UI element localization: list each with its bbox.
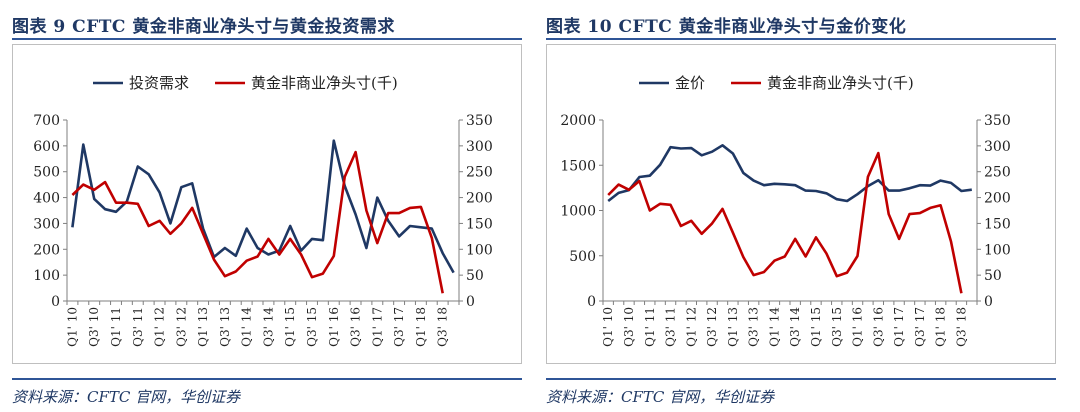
x-tick-label: Q1' 14	[240, 307, 254, 347]
legend-label: 黄金非商业净头寸(千)	[251, 74, 398, 92]
x-tick-label: Q3' 13	[218, 307, 232, 347]
figure-10-panel: 图表 10 CFTC 黄金非商业净头寸与金价变化 0 500 1000 1500 200…	[546, 0, 1056, 412]
x-tick-label: Q3' 18	[954, 307, 968, 347]
y-tick-label-right: 0	[466, 294, 475, 310]
x-tick-label: Q3' 10	[622, 307, 636, 347]
x-tick-label: Q1' 18	[414, 307, 428, 347]
x-tick-label: Q3' 16	[871, 307, 885, 347]
y-tick-label-right: 50	[466, 268, 484, 284]
y-tick-label-right: 100	[984, 242, 1011, 258]
title-rule	[546, 38, 1056, 40]
y-tick-label-left: 0	[587, 294, 596, 310]
legend-label: 金价	[675, 74, 705, 92]
series-line	[71, 150, 444, 294]
y-tick-label-right: 200	[466, 191, 493, 207]
y-tick-label-right: 350	[984, 113, 1011, 129]
x-tick-label: Q1' 12	[153, 307, 167, 347]
y-tick-label-left: 500	[569, 249, 596, 265]
y-tick-label-right: 200	[984, 191, 1011, 207]
y-tick-label-right: 150	[984, 216, 1011, 232]
y-tick-label-right: 250	[466, 165, 493, 181]
x-tick-label: Q3' 17	[392, 307, 406, 347]
x-tick-label: Q1' 10	[601, 307, 615, 347]
y-tick-label-left: 1000	[560, 204, 596, 220]
y-tick-label-left: 1500	[560, 158, 596, 174]
source-note: 资料来源：CFTC 官网，华创证券	[12, 388, 241, 406]
figure-title: 图表 9 CFTC 黄金非商业净头寸与黄金投资需求	[12, 17, 395, 37]
x-tick-label: Q3' 15	[305, 307, 319, 347]
x-tick-label: Q3' 11	[664, 307, 678, 347]
x-tick-label: Q1' 13	[196, 307, 210, 347]
legend-label: 黄金非商业净头寸(千)	[767, 74, 914, 92]
y-tick-label-left: 100	[33, 268, 60, 284]
y-tick-label-right: 250	[984, 165, 1011, 181]
x-tick-label: Q1' 11	[109, 307, 123, 347]
x-tick-label: Q3' 12	[705, 307, 719, 347]
x-tick-label: Q1' 16	[851, 307, 865, 347]
legend-label: 投资需求	[129, 74, 189, 92]
y-tick-label-left: 700	[33, 113, 60, 129]
chart-box: 0 500 1000 1500 2000 0 50 100 150 200 250 300 350 Q1'…	[546, 44, 1056, 364]
x-tick-label: Q3' 18	[436, 307, 450, 347]
x-tick-label: Q1' 15	[283, 307, 297, 347]
source-note: 资料来源：CFTC 官网，华创证券	[546, 388, 775, 406]
x-tick-label: Q1' 15	[809, 307, 823, 347]
x-tick-label: Q1' 18	[934, 307, 948, 347]
x-tick-label: Q3' 14	[788, 307, 802, 347]
series-line	[71, 139, 455, 274]
x-tick-label: Q3' 12	[174, 307, 188, 347]
y-tick-label-left: 2000	[560, 113, 596, 129]
x-tick-label: Q1' 14	[767, 307, 781, 347]
series-line	[607, 144, 972, 203]
chart-box: 0 100 200 300 400 500 600 700 0 50 100 150 200 250 300…	[12, 44, 522, 364]
y-tick-label-right: 300	[984, 139, 1011, 155]
x-tick-label: Q3' 11	[131, 307, 145, 347]
x-tick-label: Q3' 13	[747, 307, 761, 347]
x-tick-label: Q1' 10	[65, 307, 79, 347]
y-tick-label-right: 100	[466, 242, 493, 258]
series-line	[607, 151, 963, 294]
y-tick-label-right: 350	[466, 113, 493, 129]
x-tick-label: Q1' 17	[892, 307, 906, 347]
source-rule	[12, 378, 522, 380]
y-tick-label-left: 600	[33, 139, 60, 155]
x-tick-label: Q1' 11	[643, 307, 657, 347]
y-tick-label-left: 500	[33, 165, 60, 181]
x-tick-label: Q3' 16	[349, 307, 363, 347]
source-rule	[546, 378, 1056, 380]
x-tick-label: Q1' 17	[370, 307, 384, 347]
y-tick-label-left: 300	[33, 216, 60, 232]
title-rule	[12, 38, 522, 40]
x-tick-label: Q3' 17	[913, 307, 927, 347]
y-tick-label-left: 400	[33, 191, 60, 207]
chart-investment-demand: 0 100 200 300 400 500 600 700 0 50 100 150 200 250 300…	[33, 74, 493, 347]
y-tick-label-right: 0	[984, 294, 993, 310]
x-tick-label: Q3' 15	[830, 307, 844, 347]
x-tick-label: Q3' 14	[261, 307, 275, 347]
figure-title: 图表 10 CFTC 黄金非商业净头寸与金价变化	[546, 17, 907, 37]
x-tick-label: Q1' 12	[684, 307, 698, 347]
x-tick-label: Q3' 10	[87, 307, 101, 347]
y-tick-label-left: 200	[33, 242, 60, 258]
x-tick-label: Q1' 13	[726, 307, 740, 347]
x-tick-label: Q1' 16	[327, 307, 341, 347]
y-tick-label-right: 50	[984, 268, 1002, 284]
figure-9-panel: 图表 9 CFTC 黄金非商业净头寸与黄金投资需求 0 100 200 300 400 5…	[12, 0, 522, 412]
y-tick-label-left: 0	[51, 294, 60, 310]
chart-gold-price: 0 500 1000 1500 2000 0 50 100 150 200 250 300 350 Q1'…	[560, 74, 1011, 347]
y-tick-label-right: 150	[466, 216, 493, 232]
y-tick-label-right: 300	[466, 139, 493, 155]
